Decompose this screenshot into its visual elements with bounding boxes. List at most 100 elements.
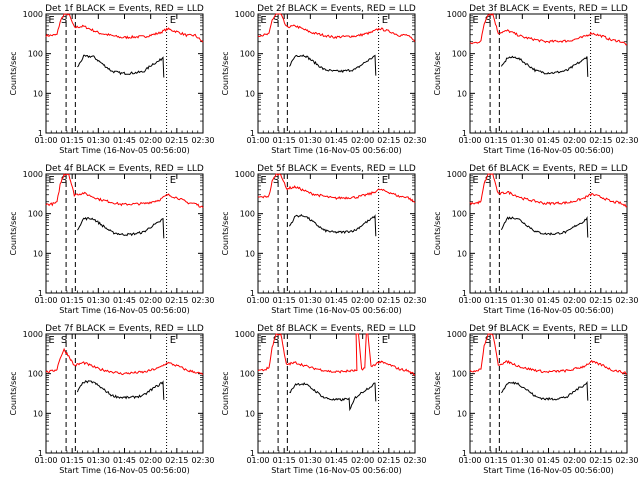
x-tick-label: 01:15 [485, 296, 508, 305]
y-tick-label: 10 [245, 89, 255, 98]
x-axis-label: Start Time (16-Nov-05 00:56:00) [59, 306, 189, 315]
x-tick-label: 02:30 [615, 456, 638, 465]
x-tick-label: 01:00 [34, 456, 57, 465]
panel-det-8: Det 8f BLACK = Events, RED = LLD 1 10 100 10… [221, 324, 427, 475]
lld-curve [45, 347, 204, 376]
x-tick-label: 01:00 [34, 136, 57, 145]
x-tick-label: 01:15 [61, 456, 84, 465]
time-marker-label: S [61, 175, 67, 186]
x-tick-label: 01:15 [61, 136, 84, 145]
y-tick-label: 1000 [235, 10, 255, 19]
time-marker-label: E [48, 335, 54, 346]
x-tick-label: 02:00 [139, 296, 162, 305]
time-marker-label: E [382, 15, 388, 26]
time-marker-label: S [485, 335, 491, 346]
x-tick-label: 02:30 [403, 136, 426, 145]
panel-title: Det 4f BLACK = Events, RED = LLD [45, 164, 204, 174]
x-tick-label: 02:00 [139, 456, 162, 465]
time-marker-label: E [594, 15, 600, 26]
x-tick-label: 01:00 [246, 136, 269, 145]
time-marker-label: S [273, 335, 279, 346]
time-marker-label: S [273, 175, 279, 186]
time-marker-label: E [472, 175, 478, 186]
panel-title: Det 3f BLACK = Events, RED = LLD [469, 4, 628, 14]
x-axis-label: Start Time (16-Nov-05 00:56:00) [483, 146, 613, 155]
lld-curve [469, 13, 628, 46]
x-tick-label: 02:00 [139, 136, 162, 145]
plot-frame [45, 173, 204, 294]
y-tick-label: 1 [462, 129, 467, 138]
time-marker-label: S [485, 15, 491, 26]
x-tick-label: 02:30 [403, 296, 426, 305]
y-tick-label: 10 [33, 249, 43, 258]
y-tick-label: 1 [38, 129, 43, 138]
x-tick-label: 01:30 [299, 296, 322, 305]
x-tick-label: 02:30 [191, 296, 214, 305]
y-tick-label: 100 [240, 370, 255, 379]
lld-curve [45, 13, 204, 43]
x-tick-label: 02:00 [563, 296, 586, 305]
time-marker-label: E [260, 335, 266, 346]
x-tick-label: 01:30 [511, 136, 534, 145]
x-tick-label: 02:15 [377, 456, 400, 465]
y-tick-label: 100 [28, 210, 43, 219]
panel-title: Det 6f BLACK = Events, RED = LLD [469, 164, 628, 174]
panel-det-7: Det 7f BLACK = Events, RED = LLD 1 10 100 10… [9, 324, 215, 475]
time-marker-label: S [61, 335, 67, 346]
panel-title: Det 8f BLACK = Events, RED = LLD [257, 324, 416, 334]
plot-frame [257, 13, 416, 134]
y-tick-label: 100 [28, 370, 43, 379]
x-tick-label: 02:30 [403, 456, 426, 465]
time-marker-label: S [273, 15, 279, 26]
events-curve [288, 54, 377, 76]
panel-det-5: Det 5f BLACK = Events, RED = LLD 1 10 100 10… [221, 164, 427, 315]
x-tick-label: 01:15 [485, 136, 508, 145]
x-tick-label: 01:00 [458, 136, 481, 145]
y-axis-label: Counts/sec [433, 371, 442, 415]
x-tick-label: 01:30 [299, 136, 322, 145]
time-marker-label: E [48, 15, 54, 26]
lld-curve [257, 333, 416, 376]
y-tick-label: 100 [452, 210, 467, 219]
panel-det-6: Det 6f BLACK = Events, RED = LLD 1 10 100 10… [433, 164, 639, 315]
x-tick-label: 02:15 [165, 296, 188, 305]
x-tick-label: 02:15 [589, 136, 612, 145]
x-tick-label: 02:00 [563, 136, 586, 145]
x-tick-label: 02:15 [165, 456, 188, 465]
time-marker-label: E [170, 15, 176, 26]
x-tick-label: 01:00 [458, 456, 481, 465]
y-axis-label: Counts/sec [221, 371, 230, 415]
x-tick-label: 02:15 [165, 136, 188, 145]
y-tick-label: 1000 [447, 10, 467, 19]
y-tick-label: 10 [457, 89, 467, 98]
panel-title: Det 2f BLACK = Events, RED = LLD [257, 4, 416, 14]
x-tick-label: 01:45 [113, 136, 136, 145]
y-tick-label: 1000 [447, 170, 467, 179]
y-axis-label: Counts/sec [221, 51, 230, 95]
time-marker-label: E [260, 175, 266, 186]
time-marker-label: E [594, 175, 600, 186]
y-tick-label: 100 [240, 50, 255, 59]
events-curve [289, 382, 377, 412]
panel-title: Det 5f BLACK = Events, RED = LLD [257, 164, 416, 174]
x-tick-label: 02:30 [615, 136, 638, 145]
events-curve [77, 54, 165, 78]
x-tick-label: 02:00 [351, 296, 374, 305]
y-tick-label: 1 [38, 289, 43, 298]
y-tick-label: 10 [457, 249, 467, 258]
y-tick-label: 10 [245, 409, 255, 418]
x-tick-label: 01:30 [87, 296, 110, 305]
panel-det-9: Det 9f BLACK = Events, RED = LLD 1 10 100 10… [433, 324, 639, 475]
y-tick-label: 1000 [23, 170, 43, 179]
time-marker-label: E [594, 335, 600, 346]
x-tick-label: 02:30 [191, 136, 214, 145]
panel-title: Det 1f BLACK = Events, RED = LLD [45, 4, 204, 14]
plot-frame [45, 333, 204, 454]
x-axis-label: Start Time (16-Nov-05 00:56:00) [271, 306, 401, 315]
time-marker-label: E [48, 175, 54, 186]
x-axis-label: Start Time (16-Nov-05 00:56:00) [271, 146, 401, 155]
lld-curve [469, 333, 628, 375]
plot-frame [257, 333, 416, 454]
y-tick-label: 10 [457, 409, 467, 418]
plot-frame [257, 173, 416, 294]
